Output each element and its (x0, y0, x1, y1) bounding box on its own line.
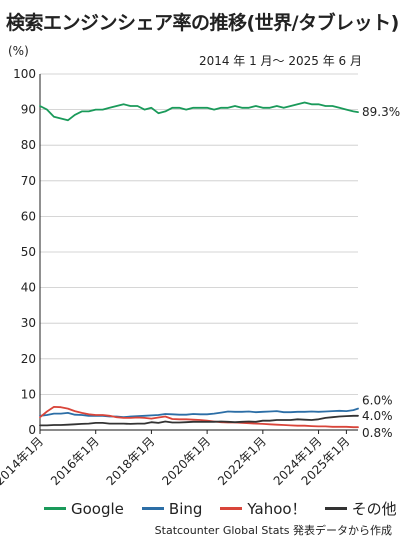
y-tick-label-50: 50 (21, 245, 36, 259)
y-tick-label-90: 90 (21, 103, 36, 117)
legend-item-other: その他 (324, 498, 397, 519)
y-tick-label-20: 20 (21, 352, 36, 366)
x-tick-label-4: 2022年1月 (215, 434, 269, 488)
source-note: Statcounter Global Stats 発表データから作成 (154, 524, 392, 537)
legend: Google Bing Yahoo！ その他 (44, 498, 397, 519)
series-line-bing (39, 407, 359, 419)
end-label-other: 4.0% (362, 409, 393, 423)
x-tick-label-1: 2016年1月 (48, 434, 102, 488)
y-tick-label-0: 0 (28, 423, 36, 437)
y-axis-unit: (%) (8, 44, 29, 58)
legend-swatch-other (324, 507, 347, 510)
x-tick-label-3: 2020年1月 (159, 434, 213, 488)
y-tick-label-40: 40 (21, 281, 36, 295)
legend-item-yahoo: Yahoo！ (220, 498, 307, 519)
legend-label-other: その他 (351, 500, 397, 518)
legend-item-google: Google (44, 500, 124, 518)
y-tick-label-80: 80 (21, 138, 36, 152)
legend-swatch-google (44, 507, 66, 510)
period-label: 2014 年 1 月～ 2025 年 6 月 (198, 54, 362, 68)
series-line-other (39, 414, 359, 427)
end-label-google: 89.3% (362, 105, 400, 119)
series-line-google (39, 101, 359, 122)
legend-label-yahoo: Yahoo！ (247, 500, 307, 518)
y-tick-label-70: 70 (21, 174, 36, 188)
legend-swatch-bing (141, 507, 164, 510)
y-tick-label-30: 30 (21, 316, 36, 330)
y-tick-label-60: 60 (21, 209, 36, 223)
chart-title: 検索エンジンシェア率の推移(世界/タブレット) (6, 12, 399, 34)
x-tick-label-0: 2014年1月 (0, 434, 46, 488)
y-tick-label-10: 10 (21, 387, 36, 401)
legend-label-google: Google (71, 499, 124, 518)
x-tick-label-2: 2018年1月 (104, 434, 158, 488)
legend-label-bing: Bing (168, 499, 203, 518)
y-tick-label-100: 100 (13, 67, 36, 81)
line-chart: 0 10 20 30 40 50 60 70 80 90 100 2014年1月 2016年1月 2018… (0, 67, 400, 488)
legend-swatch-yahoo (220, 507, 243, 510)
end-label-yahoo: 0.8% (362, 426, 393, 440)
end-label-bing: 6.0% (362, 394, 393, 408)
legend-item-bing: Bing (141, 499, 203, 518)
series-line-yahoo (39, 405, 359, 429)
